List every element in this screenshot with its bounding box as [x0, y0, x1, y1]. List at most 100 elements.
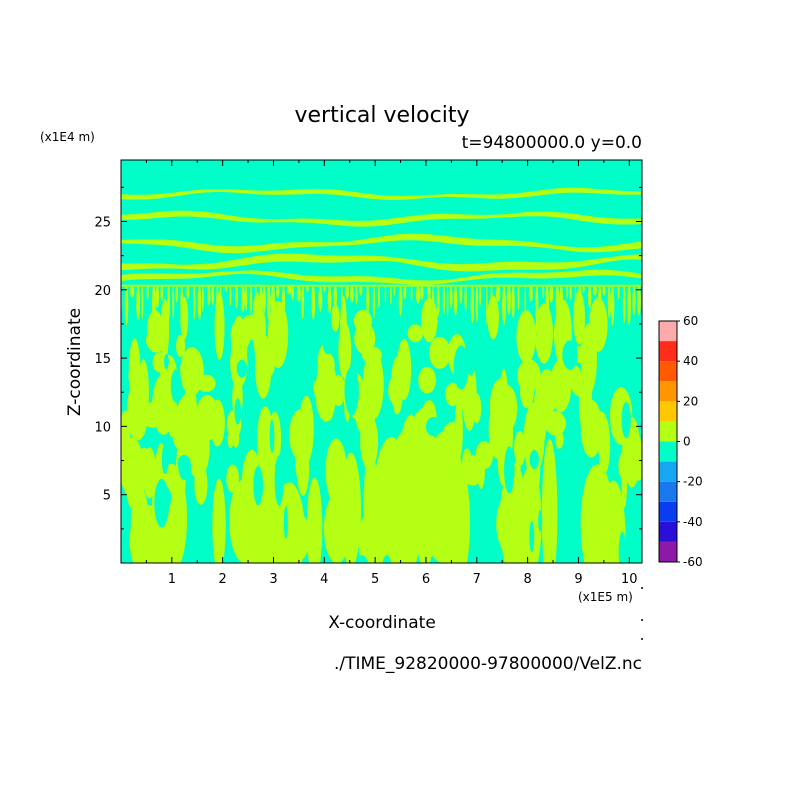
- streak: [602, 285, 606, 296]
- blob: [618, 451, 631, 481]
- streak: [224, 285, 228, 292]
- blob: [295, 434, 305, 483]
- streak: [249, 285, 253, 315]
- layer-interface: [121, 284, 642, 287]
- blob: [315, 351, 335, 379]
- streak: [506, 285, 511, 315]
- streak: [502, 285, 506, 326]
- hole: [301, 342, 312, 365]
- streak: [193, 285, 196, 320]
- hole: [529, 450, 539, 469]
- y-tick-label: 10: [94, 420, 111, 435]
- y-tick-label: 25: [94, 215, 111, 230]
- blob: [535, 303, 553, 364]
- blob: [354, 322, 376, 355]
- hole: [562, 340, 578, 370]
- streak: [276, 285, 280, 299]
- streak: [607, 285, 611, 319]
- colorbar-swatch: [659, 461, 677, 482]
- blob: [180, 296, 189, 340]
- streak: [495, 285, 501, 302]
- hole: [323, 338, 334, 355]
- wave-band: [121, 253, 642, 272]
- colorbar-swatch: [659, 341, 677, 362]
- streak: [475, 285, 479, 322]
- streak: [211, 285, 215, 305]
- streak: [582, 285, 585, 294]
- x-tick-label: 10: [621, 572, 638, 587]
- blob: [487, 295, 500, 340]
- colorbar: 60 40 20 0 -20 -40 -60: [658, 314, 703, 569]
- streak: [318, 285, 323, 312]
- streak: [202, 285, 204, 312]
- wave-band: [121, 269, 642, 285]
- x-tick-label: 1: [168, 572, 176, 587]
- colorbar-swatch: [659, 501, 677, 522]
- blob: [240, 314, 261, 341]
- colorbar-swatch: [659, 521, 677, 542]
- streak: [610, 285, 615, 326]
- y-tick-label: 15: [94, 352, 111, 367]
- blob: [533, 380, 547, 449]
- hole: [274, 455, 284, 506]
- marker-dot: [641, 587, 643, 589]
- hole: [283, 506, 288, 539]
- streak: [146, 285, 149, 300]
- streak: [442, 285, 446, 315]
- hole: [311, 346, 318, 383]
- y-axis-ticks: 5 10 15 20 25: [94, 186, 642, 530]
- blob: [516, 310, 536, 364]
- streak: [141, 285, 144, 319]
- blob: [152, 352, 168, 373]
- blob: [391, 356, 404, 415]
- colorbar-swatch: [659, 541, 677, 562]
- streak: [464, 285, 467, 312]
- streak: [366, 285, 370, 316]
- streak: [542, 285, 545, 299]
- y-tick-label: 5: [103, 489, 111, 504]
- streak: [517, 285, 520, 311]
- blob: [135, 447, 154, 488]
- plot-area: [120, 159, 643, 625]
- streak: [637, 285, 641, 316]
- streak: [345, 285, 350, 299]
- streak: [393, 285, 396, 296]
- blob: [573, 290, 585, 345]
- streak: [569, 285, 572, 300]
- hole: [282, 576, 292, 621]
- marker-dot: [641, 638, 643, 640]
- blob: [186, 415, 210, 479]
- cell: [441, 470, 457, 563]
- streak: [446, 285, 449, 318]
- hole: [152, 584, 159, 625]
- colorbar-tick-label: -40: [683, 515, 703, 529]
- hole: [504, 446, 515, 494]
- blob: [477, 446, 485, 490]
- streak: [355, 285, 358, 305]
- streak: [175, 285, 179, 303]
- cell: [323, 493, 351, 563]
- hole: [161, 444, 169, 475]
- x-tick-label: 4: [320, 572, 328, 587]
- colorbar-swatch: [659, 381, 677, 402]
- blob: [407, 324, 423, 343]
- blob: [462, 448, 472, 475]
- streak: [372, 285, 376, 319]
- velocity-pattern: [121, 187, 642, 625]
- blob: [555, 429, 564, 449]
- x-axis-ticks: 1 2 3 4 5 6 7 8 9 10: [145, 160, 638, 587]
- cell: [277, 510, 311, 563]
- source-path: ./TIME_92820000-97800000/VelZ.nc: [334, 654, 642, 674]
- hole: [236, 359, 248, 378]
- blob: [289, 409, 313, 461]
- cell: [212, 478, 226, 563]
- blob: [325, 438, 347, 504]
- wave-band: [121, 187, 642, 200]
- streak: [617, 285, 620, 300]
- blob: [421, 297, 438, 343]
- hole: [453, 345, 469, 390]
- colorbar-tick-label: -60: [683, 555, 703, 569]
- cell: [306, 477, 323, 563]
- streak: [311, 285, 316, 320]
- y-unit-label: (x1E4 m): [40, 130, 95, 144]
